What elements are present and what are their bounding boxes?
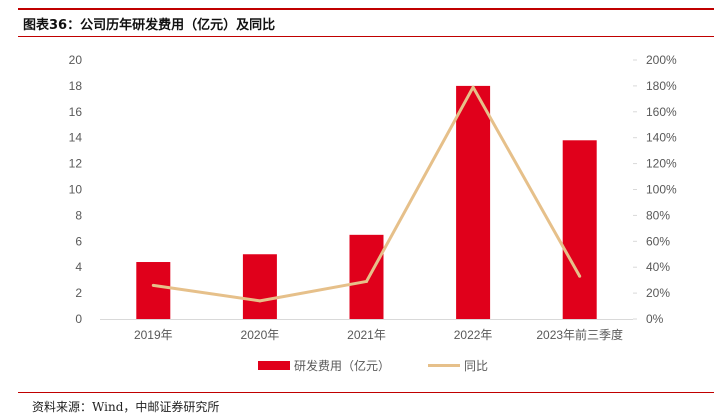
left-tick-label: 8 [75,208,82,222]
bar-series [136,85,597,320]
left-tick-label: 4 [75,260,82,274]
right-tick-label: 180% [646,79,677,93]
x-tick-label: 2021年 [347,328,386,342]
left-tick-label: 2 [75,286,82,300]
left-tick-label: 20 [69,53,83,67]
right-tick-label: 0% [646,312,664,326]
bar [456,85,491,320]
right-axis-ticks: 0% 20% 40% 60% 80% 100% 120% 140% 160% 180% 200% [633,53,677,326]
right-tick-label: 20% [646,286,670,300]
bar [242,254,277,319]
x-tick-label: 2020年 [241,328,280,342]
figure-title: 图表36：公司历年研发费用（亿元）及同比 [23,18,276,33]
legend-bar-label: 研发费用（亿元） [294,358,390,373]
line-point [258,299,262,303]
right-tick-label: 40% [646,260,670,274]
legend-line-label: 同比 [464,359,488,373]
source-rule [18,392,714,393]
legend-bar-swatch [258,361,290,370]
line-point [578,274,582,278]
x-tick-label: 2022年 [454,328,493,342]
right-tick-label: 60% [646,234,670,248]
left-tick-label: 16 [69,105,83,119]
bar [136,262,171,319]
bar [349,234,384,319]
line-series [151,85,582,303]
x-tick-label: 2019年 [134,328,173,342]
right-tick-label: 160% [646,105,677,119]
right-tick-label: 200% [646,53,677,67]
left-tick-label: 18 [69,79,83,93]
left-axis-ticks: 0 2 4 6 8 10 12 14 16 18 20 [69,53,83,326]
right-tick-label: 120% [646,157,677,171]
source-note: 资料来源：Wind，中邮证券研究所 [32,400,220,414]
left-tick-label: 14 [69,131,83,145]
left-tick-label: 0 [75,312,82,326]
title-rule [18,36,714,37]
legend: 研发费用（亿元） 同比 [258,358,488,373]
bar [562,140,597,319]
left-tick-label: 6 [75,234,82,248]
left-tick-label: 12 [69,157,83,171]
line-point [151,283,155,287]
top-rule [18,8,714,10]
left-tick-label: 10 [69,183,83,197]
x-tick-label: 2023年前三季度 [536,327,623,342]
right-tick-label: 100% [646,183,677,197]
right-tick-label: 140% [646,131,677,145]
right-tick-label: 80% [646,208,670,222]
combo-chart: 0 2 4 6 8 10 12 14 16 18 20 0% 20% 40% 60% 80% 100% 120%… [69,53,677,373]
line-point [365,279,368,283]
line-point [471,85,475,89]
x-axis-ticks: 2019年 2020年 2021年 2022年 2023年前三季度 [134,327,623,342]
